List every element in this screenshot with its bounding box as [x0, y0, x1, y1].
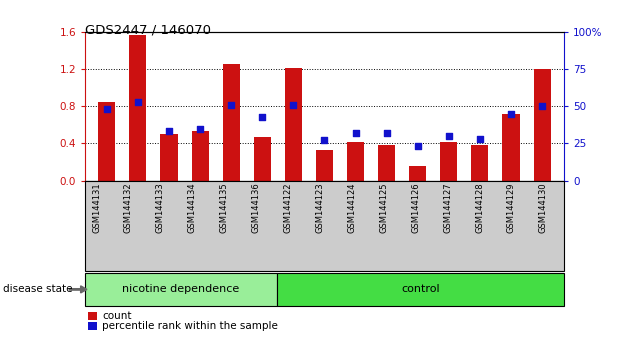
- Text: GSM144129: GSM144129: [507, 182, 516, 233]
- Point: [319, 138, 329, 143]
- Point: [257, 114, 267, 119]
- Point: [133, 99, 143, 104]
- Bar: [222, 64, 240, 181]
- Bar: [534, 69, 551, 181]
- Text: GSM144128: GSM144128: [475, 182, 484, 233]
- Point: [506, 111, 516, 116]
- Point: [226, 102, 236, 108]
- Text: GSM144134: GSM144134: [188, 182, 197, 233]
- Text: GSM144123: GSM144123: [316, 182, 324, 233]
- Text: GSM144125: GSM144125: [379, 182, 388, 233]
- Bar: [378, 145, 395, 181]
- Point: [195, 126, 205, 131]
- Text: count: count: [102, 311, 132, 321]
- Text: GSM144133: GSM144133: [156, 182, 165, 233]
- Bar: [129, 35, 146, 181]
- Point: [444, 133, 454, 139]
- Bar: [161, 134, 178, 181]
- Bar: [316, 150, 333, 181]
- Bar: [440, 142, 457, 181]
- Point: [289, 102, 299, 108]
- Text: percentile rank within the sample: percentile rank within the sample: [102, 321, 278, 331]
- Text: GSM144131: GSM144131: [92, 182, 101, 233]
- Point: [382, 130, 392, 136]
- Text: disease state: disease state: [3, 284, 72, 295]
- Point: [102, 106, 112, 112]
- Text: GSM144130: GSM144130: [539, 182, 548, 233]
- Text: GSM144122: GSM144122: [284, 182, 292, 233]
- Bar: [192, 131, 209, 181]
- Text: control: control: [401, 284, 440, 295]
- Text: GSM144126: GSM144126: [411, 182, 420, 233]
- Bar: [254, 137, 271, 181]
- Text: GDS2447 / 146070: GDS2447 / 146070: [85, 23, 211, 36]
- Point: [475, 136, 485, 142]
- Bar: [98, 102, 115, 181]
- Point: [350, 130, 360, 136]
- Bar: [471, 145, 488, 181]
- Point: [413, 143, 423, 149]
- Text: GSM144127: GSM144127: [443, 182, 452, 233]
- Text: GSM144124: GSM144124: [347, 182, 357, 233]
- Bar: [503, 114, 520, 181]
- Bar: [409, 166, 427, 181]
- Bar: [285, 68, 302, 181]
- Text: GSM144136: GSM144136: [251, 182, 261, 233]
- Point: [537, 103, 547, 109]
- Text: GSM144135: GSM144135: [220, 182, 229, 233]
- Point: [164, 129, 174, 134]
- Text: GSM144132: GSM144132: [124, 182, 133, 233]
- Bar: [347, 142, 364, 181]
- Text: nicotine dependence: nicotine dependence: [122, 284, 239, 295]
